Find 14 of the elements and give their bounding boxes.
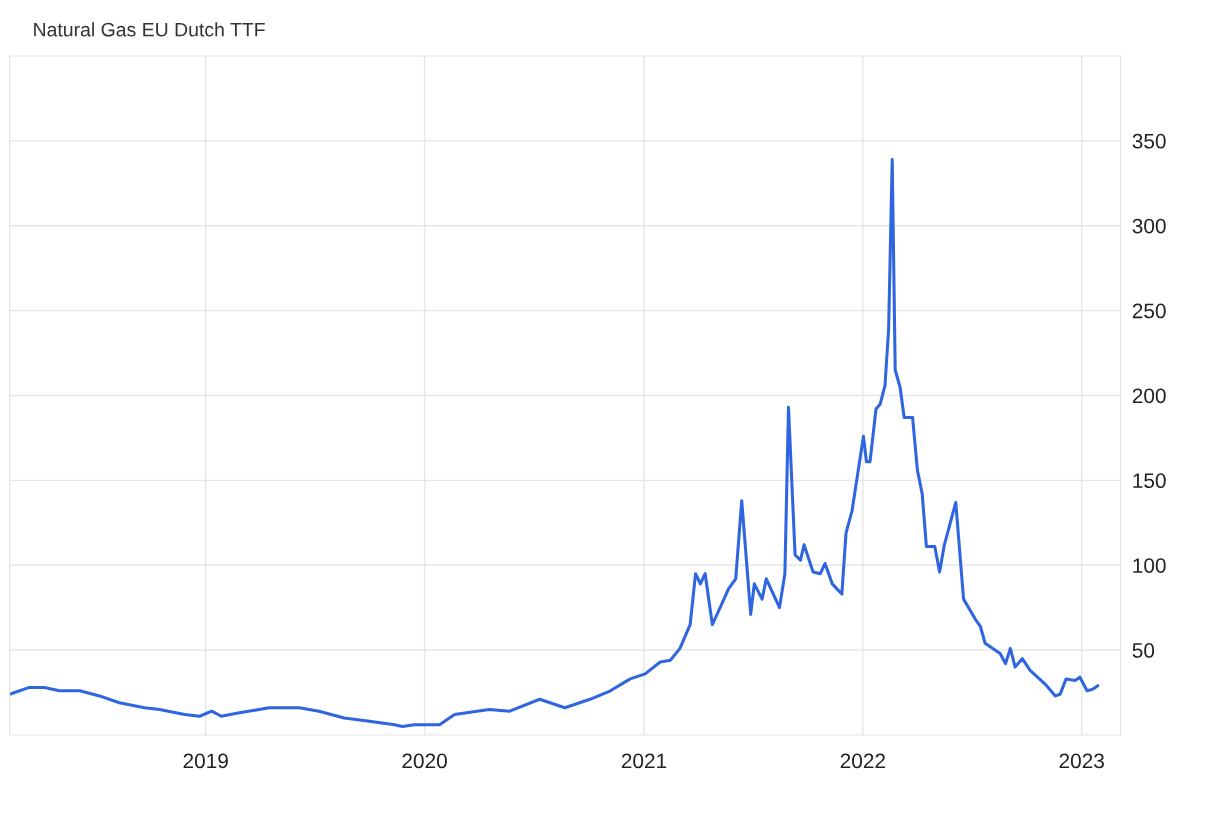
x-tick-label: 2020 [402, 753, 447, 769]
x-tick-label: 2023 [1059, 753, 1104, 769]
line-series [9, 157, 1100, 728]
chart-title: Natural Gas EU Dutch TTF [34, 22, 265, 37]
x-tick-label: 2022 [840, 753, 885, 769]
x-tick-label: 2019 [183, 753, 228, 769]
y-tick-label: 50 [1132, 643, 1155, 658]
y-tick-label: 200 [1132, 388, 1166, 404]
y-tick-label: 100 [1133, 558, 1166, 573]
y-tick-label: 150 [1133, 473, 1166, 489]
y-tick-label: 250 [1132, 303, 1166, 319]
x-tick-label: 2021 [621, 753, 667, 769]
y-tick-label: 350 [1132, 133, 1166, 149]
y-tick-label: 300 [1132, 218, 1166, 234]
